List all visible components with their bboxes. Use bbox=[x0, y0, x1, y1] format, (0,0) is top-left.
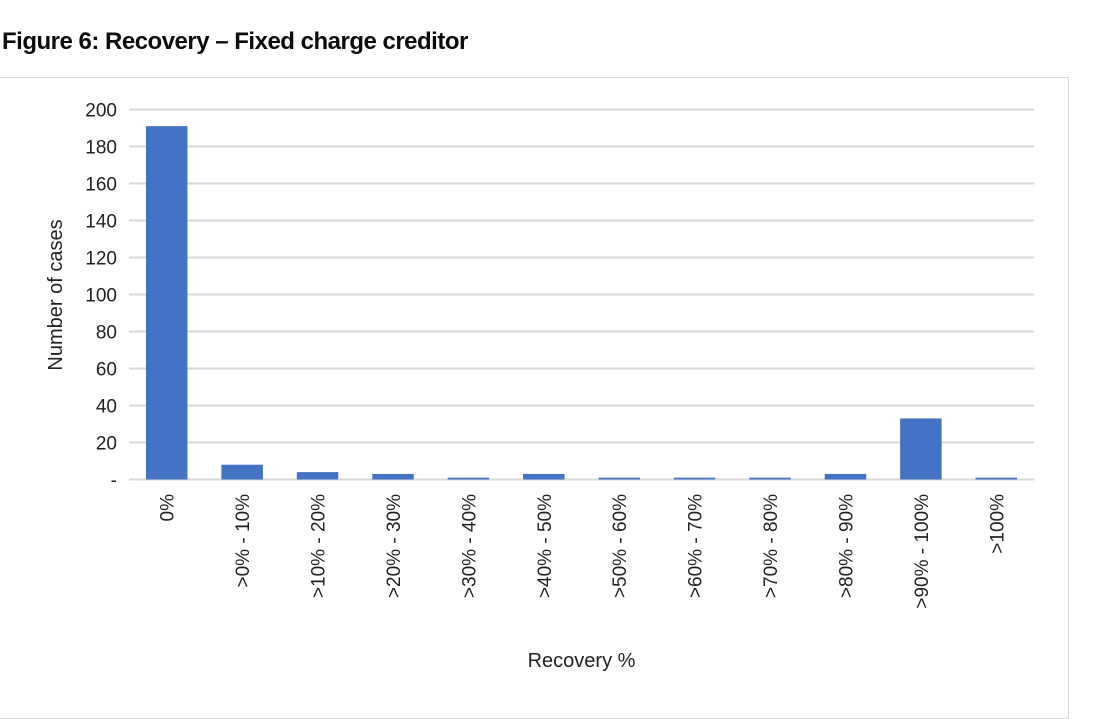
bar bbox=[598, 477, 640, 480]
x-tick-label: >100% bbox=[987, 494, 1008, 554]
bar bbox=[296, 472, 339, 480]
x-tick-label: >90% - 100% bbox=[912, 494, 933, 609]
bar bbox=[749, 477, 791, 480]
x-tick-label: >70% - 80% bbox=[761, 494, 782, 598]
y-tick-label: 140 bbox=[85, 212, 117, 233]
y-tick-label: 180 bbox=[85, 138, 117, 159]
bar bbox=[824, 473, 867, 480]
y-axis-title: Number of cases bbox=[45, 219, 67, 370]
x-tick-label: >10% - 20% bbox=[309, 494, 330, 598]
x-tick-label: >60% - 70% bbox=[686, 494, 707, 598]
figure-title: Figure 6: Recovery – Fixed charge credit… bbox=[2, 28, 468, 55]
bar bbox=[447, 477, 490, 480]
y-tick-label: 20 bbox=[96, 434, 117, 455]
bar bbox=[673, 477, 716, 480]
y-tick-label: - bbox=[111, 471, 117, 492]
bar bbox=[221, 464, 263, 480]
y-tick-label: 80 bbox=[96, 323, 117, 344]
bar bbox=[900, 418, 942, 480]
y-tick-label: 160 bbox=[85, 175, 117, 196]
x-tick-label: >40% - 50% bbox=[535, 494, 556, 598]
x-tick-label: >80% - 90% bbox=[836, 494, 857, 598]
bar bbox=[145, 126, 188, 480]
bar-chart: - 20 40 60 80 100 120 140 160 180 200 0% >0% - 10% >1… bbox=[45, 101, 1034, 672]
x-tick-label: >50% - 60% bbox=[610, 494, 631, 598]
bar bbox=[523, 473, 565, 480]
x-tick-label: >20% - 30% bbox=[384, 494, 405, 598]
y-tick-label: 40 bbox=[96, 397, 117, 418]
bar bbox=[975, 477, 1018, 480]
bar bbox=[372, 473, 414, 480]
y-tick-label: 100 bbox=[85, 286, 117, 307]
x-axis-title: Recovery % bbox=[528, 650, 636, 672]
y-tick-label: 200 bbox=[85, 101, 117, 122]
y-tick-label: 120 bbox=[85, 249, 117, 270]
y-tick-label: 60 bbox=[96, 360, 117, 381]
x-tick-label: >0% - 10% bbox=[233, 494, 254, 588]
x-tick-label: >30% - 40% bbox=[459, 494, 480, 598]
x-tick-label: 0% bbox=[158, 494, 179, 522]
